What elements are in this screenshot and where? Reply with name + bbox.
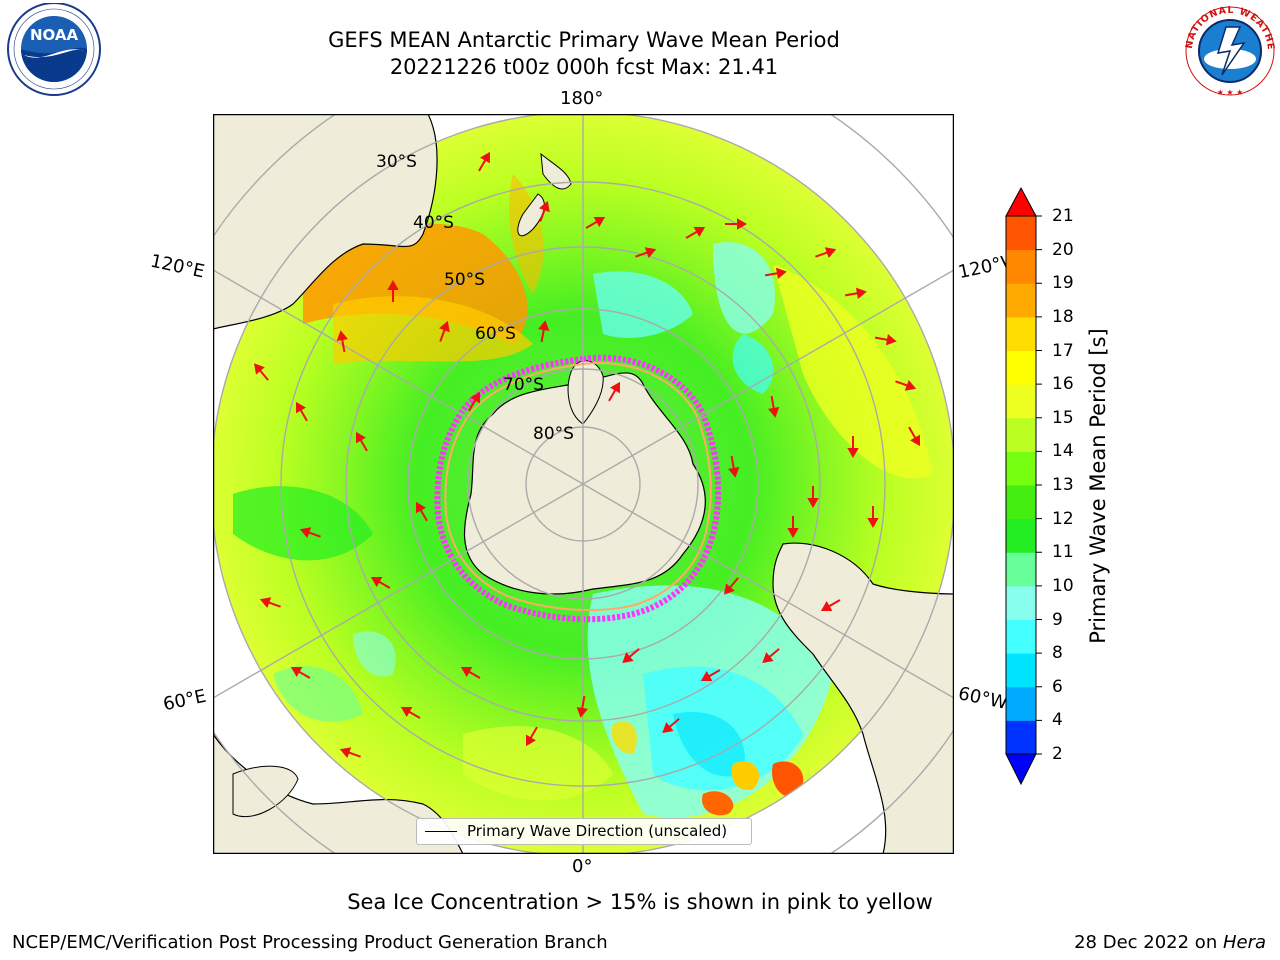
colorbar-band [1006, 384, 1036, 419]
colorbar-tick-label: 6 [1052, 676, 1063, 697]
colorbar-band [1006, 552, 1036, 587]
south-america-land [772, 542, 954, 854]
colorbar-tick-label: 4 [1052, 710, 1063, 731]
colorbar-band [1006, 216, 1036, 251]
colorbar-tick-label: 15 [1052, 407, 1074, 428]
lat-label-80s: 80°S [533, 424, 574, 444]
lon-label-120e: 120°E [148, 250, 207, 283]
lat-label-50s: 50°S [444, 270, 485, 290]
colorbar-tick-label: 11 [1052, 542, 1074, 563]
colorbar-tick-label: 21 [1052, 206, 1074, 226]
colorbar-tick-label: 20 [1052, 239, 1074, 260]
map-legend: Primary Wave Direction (unscaled) [416, 818, 752, 845]
colorbar-band [1006, 518, 1036, 553]
lat-label-30s: 30°S [376, 152, 417, 172]
footer-machine: Hera [1222, 932, 1266, 953]
colorbar-over-arrow [1005, 186, 1037, 217]
colorbar-band [1006, 417, 1036, 452]
svg-text:★ ★ ★: ★ ★ ★ [1217, 88, 1244, 97]
chart-subtitle: 20221226 t00z 000h fcst Max: 21.41 [389, 55, 779, 79]
colorbar-band [1006, 283, 1036, 318]
colorbar-band [1006, 485, 1036, 520]
colorbar-band [1006, 585, 1036, 620]
wave-direction-arrows [253, 151, 921, 759]
chart-title: GEFS MEAN Antarctic Primary Wave Mean Pe… [328, 28, 840, 52]
noaa-logo: NOAA [7, 3, 101, 96]
meridians [213, 114, 954, 854]
colorbar-band [1006, 316, 1036, 351]
colorbar-band [1006, 720, 1036, 755]
footer-credit: NCEP/EMC/Verification Post Processing Pr… [12, 932, 608, 953]
lon-label-60e: 60°E [161, 685, 208, 716]
sea-ice-caption: Sea Ice Concentration > 15% is shown in … [347, 890, 933, 914]
legend-line-sample [425, 831, 457, 832]
colorbar-tick-label: 16 [1052, 374, 1074, 395]
period-band-cyan-east [593, 271, 693, 338]
svg-text:NOAA: NOAA [30, 26, 79, 44]
nws-logo: NATIONAL WEATHER SERVICE ★ ★ ★ [1178, 3, 1276, 97]
new-zealand-land [540, 152, 572, 190]
colorbar-tick-label: 13 [1052, 475, 1074, 495]
colorbar-tick-label: 18 [1052, 306, 1074, 327]
lat-label-70s: 70°S [503, 375, 544, 395]
colorbar-tick-label: 12 [1052, 508, 1074, 529]
sea-ice-edge [434, 354, 722, 623]
colorbar-tick-label: 17 [1052, 340, 1074, 361]
colorbar-label: Primary Wave Mean Period [s] [1086, 328, 1110, 644]
colorbar-tick-label: 10 [1052, 575, 1074, 596]
legend-label: Primary Wave Direction (unscaled) [467, 822, 728, 840]
polar-map [213, 114, 954, 854]
lat-label-60s: 60°S [475, 324, 516, 344]
colorbar-band [1006, 619, 1036, 654]
colorbar-tick-label: 19 [1052, 273, 1074, 294]
colorbar-band [1006, 653, 1036, 688]
colorbar-band [1006, 451, 1036, 486]
colorbar-band [1006, 249, 1036, 284]
colorbar-tick-label: 9 [1052, 609, 1063, 630]
colorbar-band [1006, 686, 1036, 721]
colorbar [1005, 186, 1042, 786]
lon-label-0: 0° [572, 856, 593, 877]
lat-label-40s: 40°S [413, 213, 454, 233]
colorbar-band [1006, 350, 1036, 385]
colorbar-under-arrow [1005, 753, 1037, 786]
period-band-yellow-east [773, 264, 933, 479]
colorbar-tick-label: 8 [1052, 643, 1063, 664]
lon-label-180: 180° [560, 88, 604, 109]
colorbar-tick-label: 2 [1052, 744, 1063, 764]
colorbar-tick-label: 14 [1052, 441, 1074, 462]
footer-date: 28 Dec 2022 on Hera [1074, 932, 1266, 953]
period-band-hot-spot [772, 761, 804, 797]
